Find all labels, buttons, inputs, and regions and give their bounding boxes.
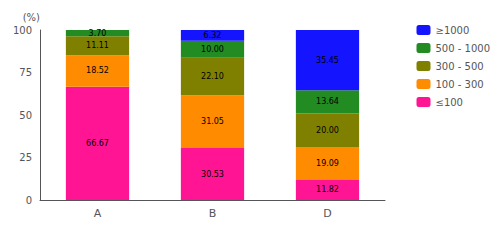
svg-text:20.00: 20.00 (316, 126, 339, 135)
svg-text:30.53: 30.53 (201, 170, 224, 179)
svg-text:31.05: 31.05 (201, 117, 224, 126)
svg-text:500 - 1000: 500 - 1000 (435, 43, 490, 54)
svg-text:10.00: 10.00 (201, 45, 224, 54)
svg-text:100: 100 (13, 25, 32, 36)
svg-text:3.70: 3.70 (89, 29, 107, 38)
svg-text:≥1000: ≥1000 (435, 25, 469, 36)
svg-text:11.82: 11.82 (316, 185, 339, 194)
svg-text:100 - 300: 100 - 300 (435, 79, 483, 90)
svg-text:300 - 500: 300 - 500 (435, 61, 483, 72)
svg-text:≤100: ≤100 (435, 97, 462, 108)
svg-text:A: A (94, 207, 102, 220)
svg-text:B: B (209, 207, 217, 220)
svg-text:11.11: 11.11 (86, 41, 109, 50)
svg-text:13.64: 13.64 (316, 97, 339, 106)
svg-text:0: 0 (26, 195, 32, 206)
svg-text:6.32: 6.32 (204, 31, 222, 40)
svg-text:75: 75 (19, 67, 32, 78)
svg-text:50: 50 (19, 110, 32, 121)
svg-text:35.45: 35.45 (316, 56, 339, 65)
svg-text:(%): (%) (23, 12, 40, 23)
svg-text:18.52: 18.52 (86, 66, 109, 75)
svg-text:25: 25 (19, 152, 32, 163)
svg-text:66.67: 66.67 (86, 139, 109, 148)
svg-text:22.10: 22.10 (201, 72, 224, 81)
svg-text:D: D (323, 207, 331, 220)
svg-text:19.09: 19.09 (316, 159, 339, 168)
